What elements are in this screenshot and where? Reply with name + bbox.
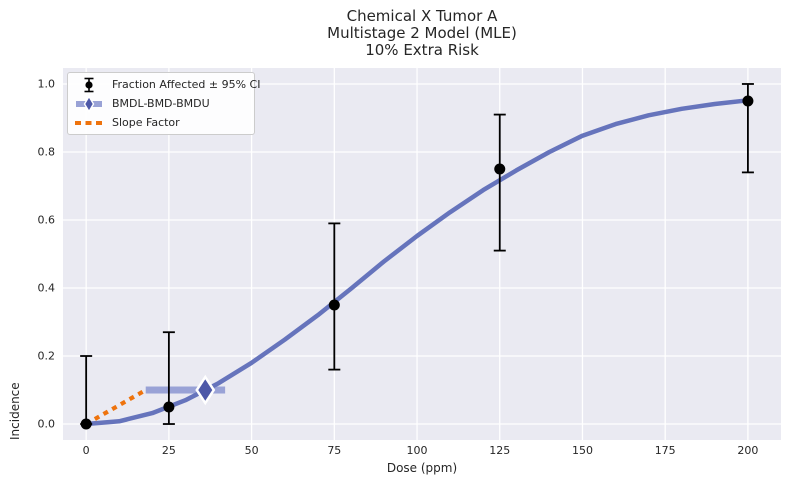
y-tick-label: 0.6 (37, 213, 56, 227)
data-point (494, 163, 506, 175)
y-axis-label: Incidence (8, 382, 22, 440)
x-tick-label: 25 (161, 444, 176, 457)
data-point (742, 95, 754, 107)
bmd-diamond (195, 374, 216, 406)
x-tick-label: 150 (571, 444, 593, 457)
x-tick-label: 50 (244, 444, 259, 457)
x-axis-label: Dose (ppm) (386, 461, 458, 475)
data-point (80, 418, 92, 430)
x-tick-label: 175 (654, 444, 676, 457)
title-line-2: Multistage 2 Model (MLE) (327, 24, 517, 42)
bar-diamond-icon (74, 94, 104, 113)
legend-item-slope-factor: Slope Factor (74, 115, 248, 130)
legend-label-bmd-interval: BMDL-BMD-BMDU (112, 97, 210, 110)
legend-label-fraction-affected: Fraction Affected ± 95% CI (112, 78, 261, 91)
x-tick-label: 0 (82, 444, 90, 457)
title-line-1: Chemical X Tumor A (346, 7, 498, 25)
y-tick-label: 0.4 (37, 281, 56, 295)
x-tick-label: 75 (327, 444, 342, 457)
slope-factor-line (85, 388, 147, 426)
dashed-line-icon (74, 114, 104, 132)
x-tick-label: 100 (406, 444, 428, 457)
legend: Fraction Affected ± 95% CI BMDL-BMD-BMDU… (67, 72, 260, 135)
data-point (328, 299, 340, 311)
x-tick-label: 200 (737, 444, 759, 457)
model-fit-curve (83, 98, 751, 427)
title-line-3: 10% Extra Risk (365, 41, 479, 59)
legend-label-slope-factor: Slope Factor (112, 116, 180, 129)
y-tick-label: 0.8 (37, 145, 56, 159)
bmdl-bmdu-bar (145, 386, 226, 394)
y-tick-label: 0.2 (37, 349, 56, 363)
legend-item-bmd-interval: BMDL-BMD-BMDU (74, 94, 248, 113)
errorbar-point-icon (74, 76, 104, 94)
x-tick-label: 125 (489, 444, 511, 457)
data-point (163, 401, 175, 413)
chart-title: Chemical X Tumor A Multistage 2 Model (M… (63, 8, 781, 59)
legend-item-fraction-affected: Fraction Affected ± 95% CI (74, 76, 260, 94)
y-tick-label: 0.0 (37, 417, 56, 431)
y-tick-label: 1.0 (37, 77, 56, 91)
